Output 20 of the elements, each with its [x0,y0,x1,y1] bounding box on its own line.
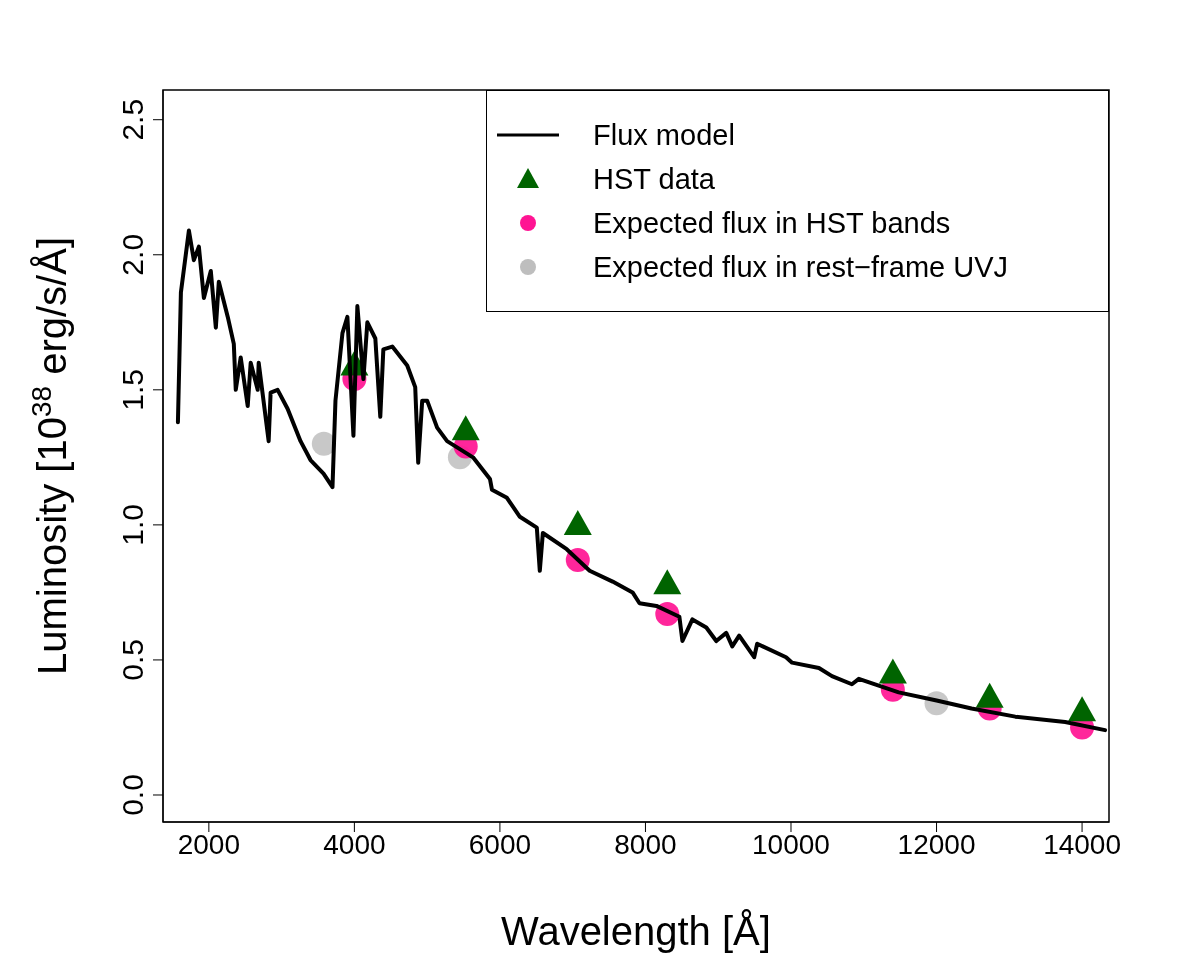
y-tick-label: 1.5 [116,368,149,411]
x-tick-label: 10000 [752,828,830,860]
y-tick-label: 2.5 [116,98,149,141]
point [451,415,480,441]
x-axis-title: Wavelength [Å] [501,909,771,953]
legend-label: Expected flux in rest−frame UVJ [593,250,1009,285]
y-tick-label: 0.0 [116,774,149,816]
x-tick-label: 2000 [177,828,240,860]
y-tick-label: 1.0 [116,504,149,546]
point [653,569,682,595]
legend-label: HST data [593,162,715,197]
legend-label: Expected flux in HST bands [593,206,951,241]
x-tick-label: 14000 [1043,828,1122,860]
y-tick-label: 2.0 [116,233,149,276]
x-tick-label: 6000 [468,828,532,860]
y-tick-label: 0.5 [116,639,149,681]
legend-label: Flux model [593,118,735,153]
x-tick-label: 12000 [897,828,976,860]
x-tick-label: 8000 [614,828,677,860]
x-tick-label: 4000 [323,828,386,860]
